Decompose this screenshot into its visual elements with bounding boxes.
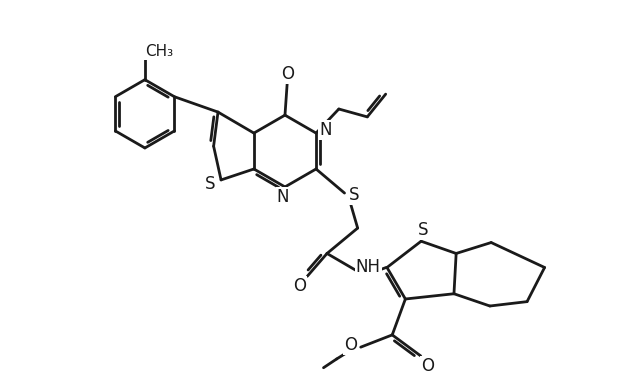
Text: S: S [205,175,216,193]
Text: O: O [293,277,306,295]
Text: NH: NH [356,258,381,276]
Text: N: N [276,188,289,206]
Text: O: O [344,337,356,355]
Text: S: S [418,221,428,239]
Text: O: O [282,65,294,83]
Text: S: S [349,186,360,204]
Text: N: N [319,121,332,139]
Text: O: O [421,356,434,374]
Text: CH₃: CH₃ [145,44,173,59]
